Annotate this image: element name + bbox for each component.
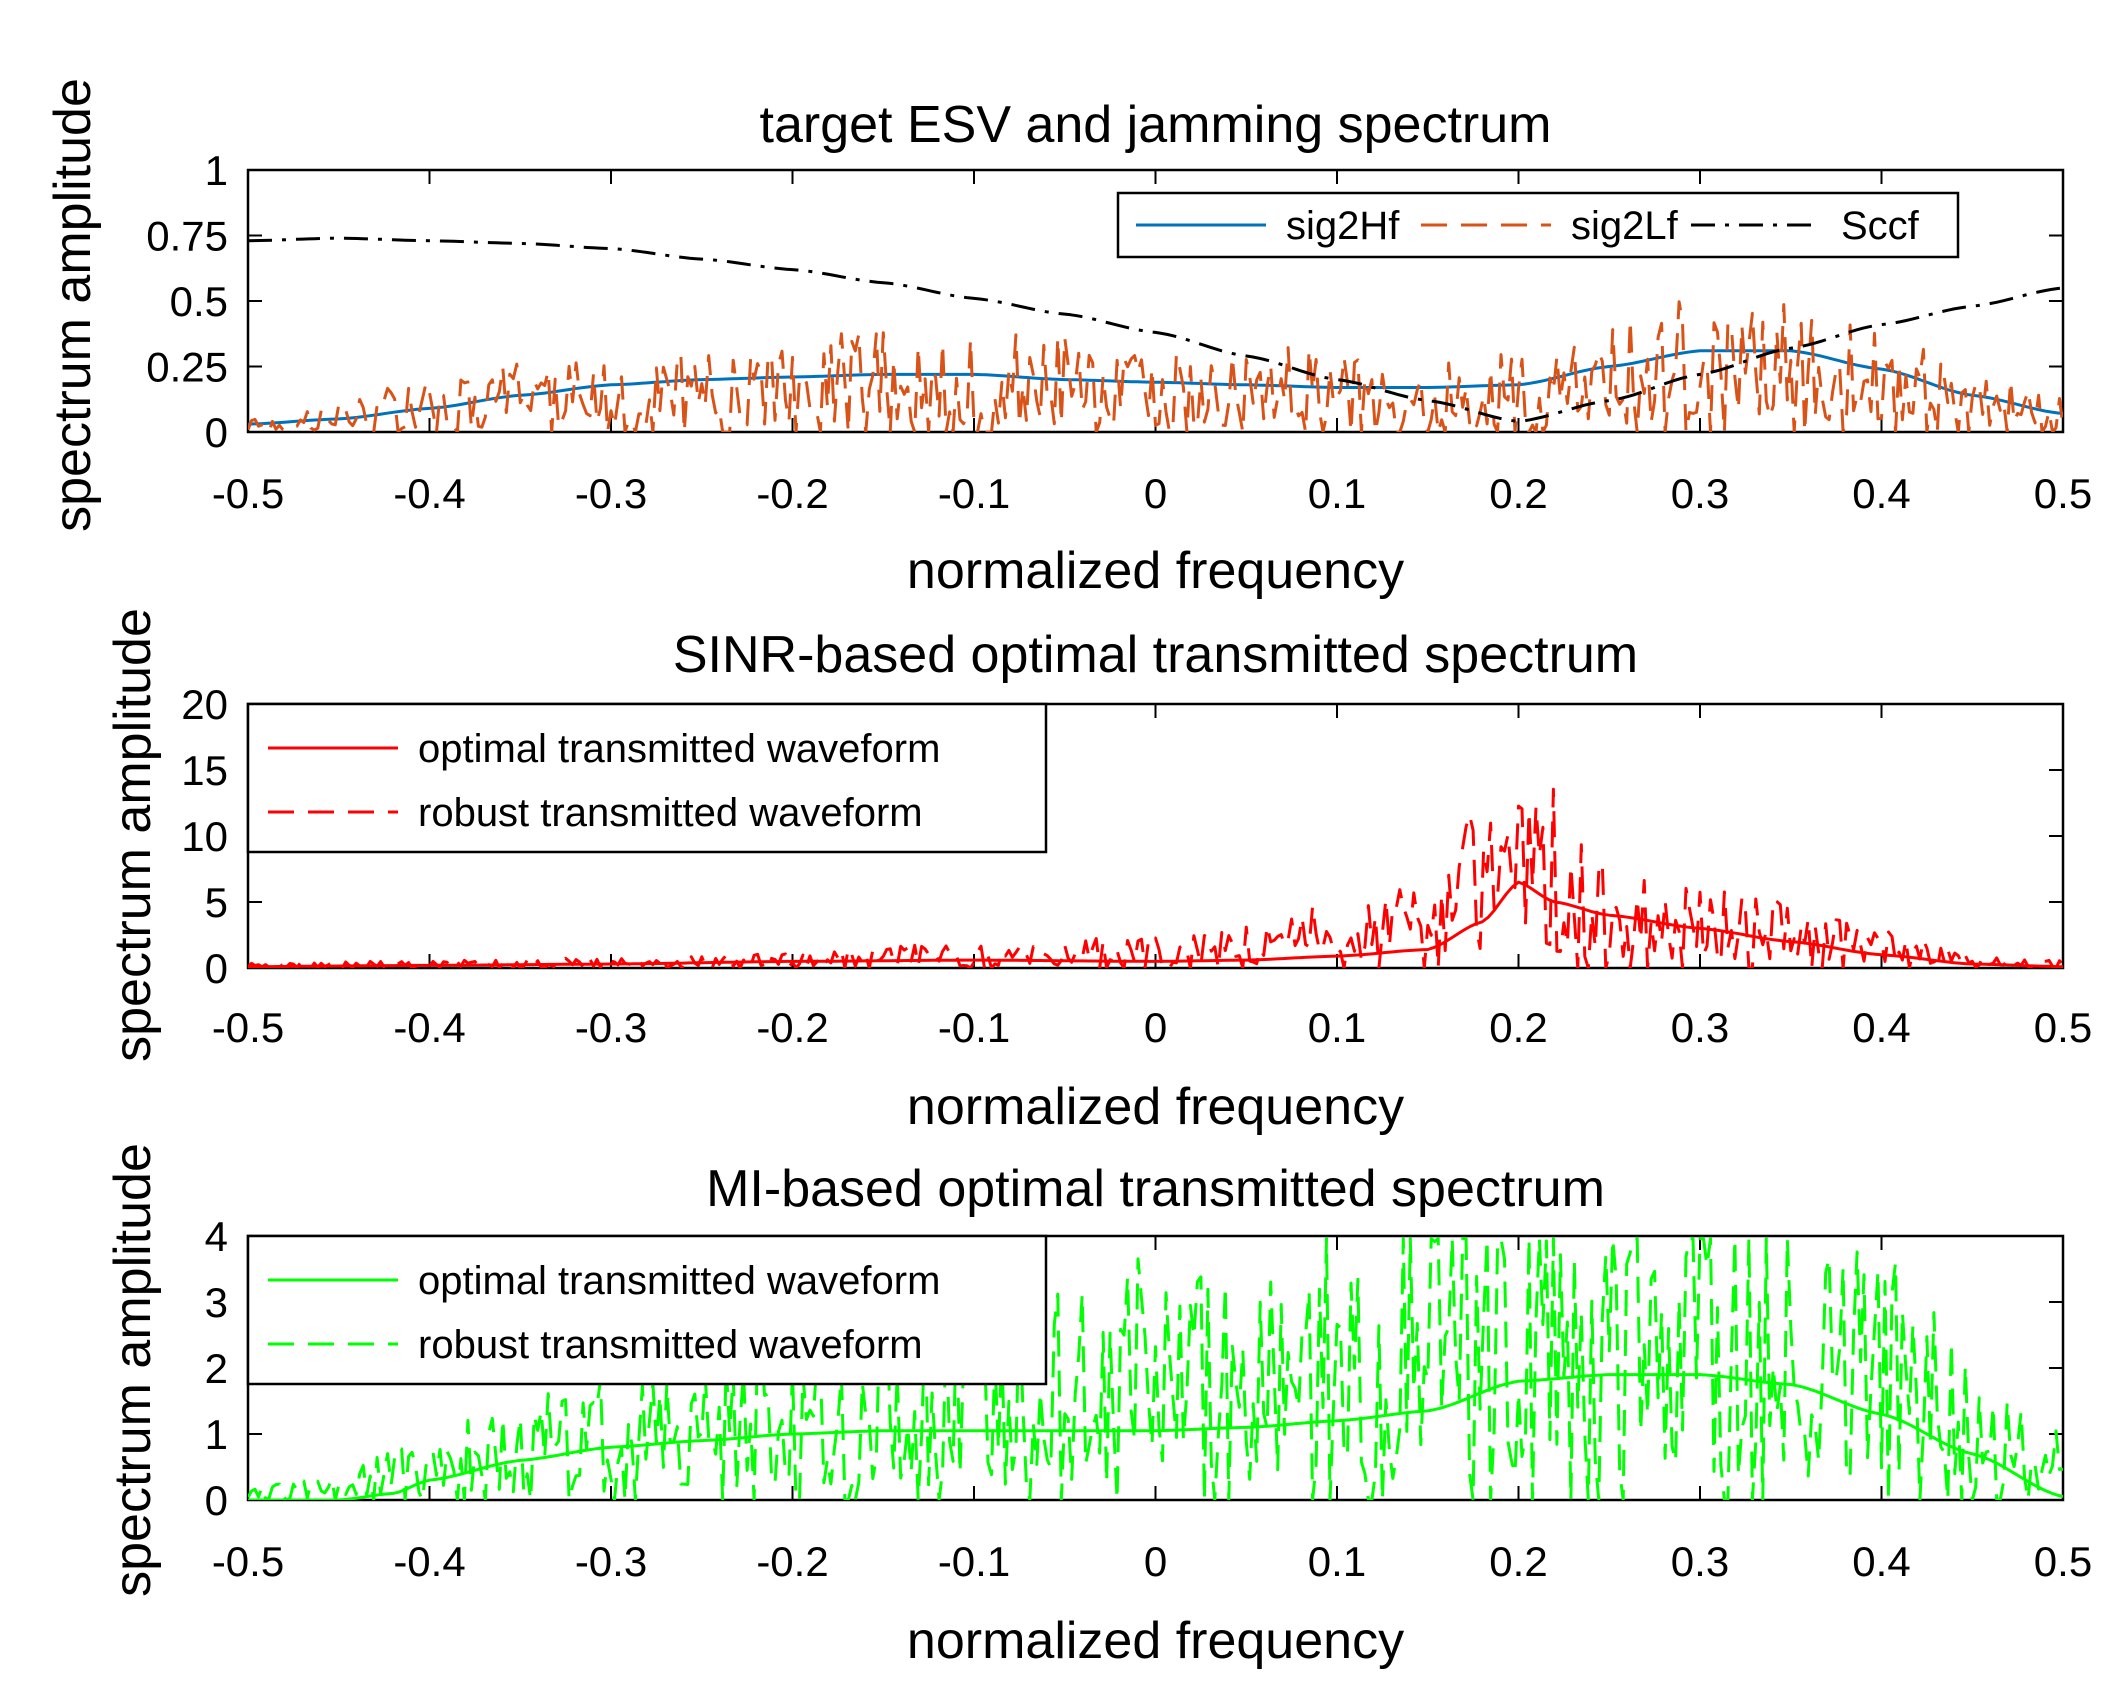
- legend: optimal transmitted waveform robust trans…: [246, 1234, 1048, 1386]
- series-line-robust-transmitted-waveform: [248, 787, 2063, 968]
- series-group: [248, 1237, 2063, 1500]
- x-tick-label: -0.1: [938, 1004, 1010, 1051]
- x-tick-label: 0.3: [1671, 1538, 1729, 1585]
- y-tick-label: 1: [205, 147, 228, 194]
- x-tick-label: 0.3: [1671, 1004, 1729, 1051]
- y-axis-label: spectrum amplitude: [104, 1143, 162, 1597]
- legend-box: [246, 1234, 1048, 1386]
- x-tick-label: -0.3: [575, 470, 647, 517]
- x-tick-label: 0.1: [1308, 470, 1366, 517]
- y-tick-label: 0: [205, 1477, 228, 1524]
- x-tick-label: -0.4: [393, 470, 465, 517]
- chart-title: SINR-based optimal transmitted spectrum: [673, 626, 1638, 684]
- legend: sig2Hf sig2Lf Sccf: [1116, 191, 1960, 259]
- x-tick-label: -0.5: [212, 1004, 284, 1051]
- y-tick-label: 5: [205, 879, 228, 926]
- x-tick-label: -0.4: [393, 1004, 465, 1051]
- x-tick-label: -0.4: [393, 1538, 465, 1585]
- x-tick-label: 0.1: [1308, 1538, 1366, 1585]
- legend: optimal transmitted waveform robust trans…: [246, 702, 1048, 854]
- x-tick-label: 0.2: [1489, 470, 1547, 517]
- y-axis-label: spectrum amplitude: [44, 78, 102, 532]
- legend-label: sig2Hf: [1286, 204, 1400, 248]
- y-tick-label: 4: [205, 1213, 228, 1260]
- x-tick-label: 0.3: [1671, 470, 1729, 517]
- y-tick-label: 0: [205, 945, 228, 992]
- y-tick-label: 20: [181, 681, 228, 728]
- x-tick-label: -0.3: [575, 1538, 647, 1585]
- x-tick-label: 0.4: [1852, 470, 1910, 517]
- legend-label: Sccf: [1841, 204, 1920, 248]
- chart-title: target ESV and jamming spectrum: [760, 96, 1552, 154]
- x-tick-label: 0: [1144, 470, 1167, 517]
- y-axis-label: spectrum amplitude: [104, 608, 162, 1062]
- legend-label: sig2Lf: [1571, 204, 1679, 248]
- y-tick-label: 3: [205, 1279, 228, 1326]
- y-tick-label: 10: [181, 813, 228, 860]
- series-group: [248, 236, 2063, 432]
- x-tick-label: -0.2: [756, 1004, 828, 1051]
- x-tick-label: 0.5: [2034, 1538, 2092, 1585]
- x-tick-label: 0.4: [1852, 1538, 1910, 1585]
- x-tick-label: -0.1: [938, 470, 1010, 517]
- x-axis-label: normalized frequency: [907, 1612, 1404, 1670]
- x-tick-label: 0.1: [1308, 1004, 1366, 1051]
- x-tick-label: 0.2: [1489, 1004, 1547, 1051]
- x-tick-label: 0: [1144, 1538, 1167, 1585]
- legend-label: optimal transmitted waveform: [418, 727, 940, 771]
- x-tick-label: 0: [1144, 1004, 1167, 1051]
- x-tick-label: -0.3: [575, 1004, 647, 1051]
- y-tick-label: 0.75: [146, 213, 228, 260]
- x-axis-label: normalized frequency: [907, 542, 1404, 600]
- y-tick-label: 15: [181, 747, 228, 794]
- y-tick-label: 0.25: [146, 344, 228, 391]
- chart-panel-3: -0.5 -0.4 -0.3 -0.2 -0.1 0 0.1 0.2 0.3 0.4 0.5 0 1 2 3…: [104, 1143, 2092, 1670]
- series-line-robust-transmitted-waveform: [248, 1237, 2063, 1500]
- series-line-sig2lf: [248, 300, 2063, 432]
- x-tick-label: -0.5: [212, 1538, 284, 1585]
- x-axis-label: normalized frequency: [907, 1078, 1404, 1136]
- series-line-sccf: [248, 236, 2063, 423]
- legend-label: robust transmitted waveform: [418, 791, 923, 835]
- y-tick-label: 0: [205, 409, 228, 456]
- x-tick-label: -0.5: [212, 470, 284, 517]
- y-tick-label: 0.5: [170, 278, 228, 325]
- x-tick-label: 0.4: [1852, 1004, 1910, 1051]
- x-tick-label: -0.2: [756, 470, 828, 517]
- legend-label: optimal transmitted waveform: [418, 1259, 940, 1303]
- chart-panel-2: -0.5 -0.4 -0.3 -0.2 -0.1 0 0.1 0.2 0.3 0.4 0.5 0 5 10…: [104, 608, 2092, 1136]
- x-tick-label: -0.2: [756, 1538, 828, 1585]
- legend-label: robust transmitted waveform: [418, 1323, 923, 1367]
- legend-box: [246, 702, 1048, 854]
- x-tick-label: 0.2: [1489, 1538, 1547, 1585]
- y-tick-label: 2: [205, 1345, 228, 1392]
- x-tick-label: 0.5: [2034, 470, 2092, 517]
- x-tick-label: -0.1: [938, 1538, 1010, 1585]
- chart-title: MI-based optimal transmitted spectrum: [706, 1160, 1605, 1218]
- y-tick-label: 1: [205, 1411, 228, 1458]
- series-group: [248, 787, 2063, 968]
- chart-panel-1: -0.5 -0.4 -0.3 -0.2 -0.1 0 0.1 0.2 0.3 0.4 0.5 0 0.2…: [44, 78, 2092, 600]
- x-tick-label: 0.5: [2034, 1004, 2092, 1051]
